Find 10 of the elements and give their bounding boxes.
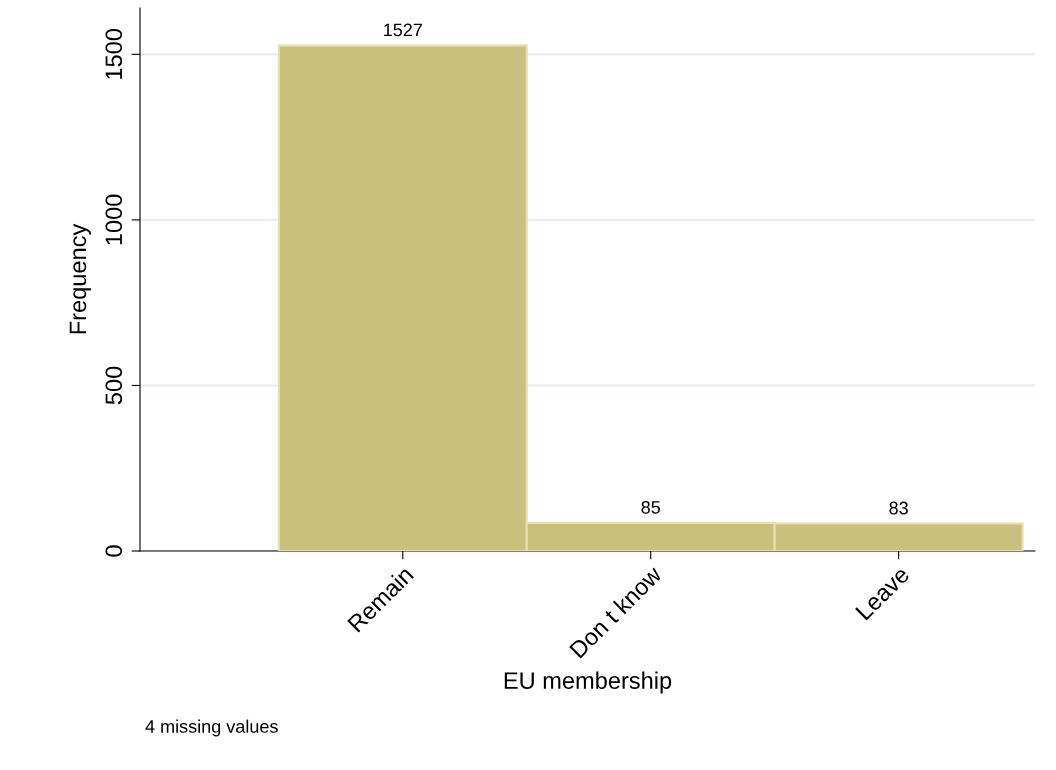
- x-axis-title: EU membership: [504, 671, 672, 694]
- y-tick-label: 0: [105, 545, 123, 557]
- data-label: 85: [641, 500, 661, 514]
- y-axis-title: Frequency: [69, 223, 91, 334]
- data-label: 1527: [384, 23, 422, 37]
- y-tick-label: 1000: [105, 194, 123, 245]
- y-tick-label: 500: [105, 366, 123, 405]
- text: 4 missing values: [145, 719, 278, 737]
- data-label: 83: [889, 501, 908, 515]
- y-tick-label: 1500: [105, 29, 123, 79]
